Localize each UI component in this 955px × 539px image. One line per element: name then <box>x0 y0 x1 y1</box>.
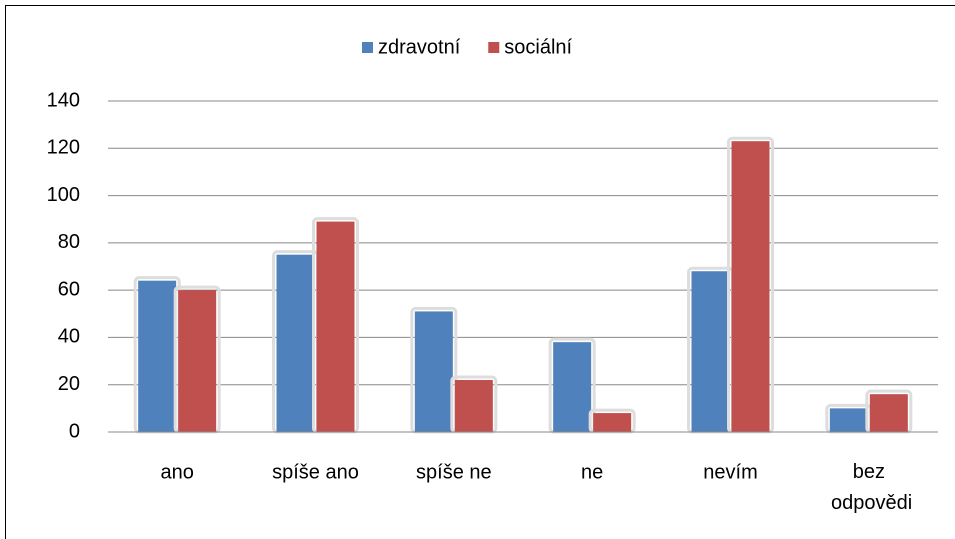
legend-swatch <box>488 42 500 53</box>
y-tick-label: 60 <box>58 278 80 300</box>
bar <box>414 311 453 432</box>
bar <box>593 413 632 432</box>
legend-label: zdravotní <box>378 36 461 58</box>
y-tick-label: 120 <box>47 137 80 159</box>
y-tick-label: 40 <box>58 326 80 348</box>
x-tick-label: ne <box>581 461 603 483</box>
y-tick-label: 0 <box>69 420 80 442</box>
x-tick-label: spíše ne <box>416 461 492 483</box>
bar <box>454 379 493 432</box>
x-tick-label: spíše ano <box>272 461 359 483</box>
bar <box>316 221 355 432</box>
y-tick-label: 80 <box>58 231 80 253</box>
x-tick-label: nevím <box>703 461 757 483</box>
bar <box>178 290 217 432</box>
y-tick-label: 140 <box>47 89 80 111</box>
legend-label: sociální <box>504 36 572 58</box>
x-tick-label: ano <box>160 461 193 483</box>
bar <box>731 141 770 432</box>
bar <box>691 271 730 432</box>
bar <box>276 254 315 432</box>
chart-frame <box>5 5 955 539</box>
x-tick-label: bez odpovědi <box>825 461 912 514</box>
legend-swatch <box>362 42 373 53</box>
bar <box>829 408 868 432</box>
y-tick-label: 100 <box>47 184 80 206</box>
y-tick-label: 20 <box>58 373 80 395</box>
bar <box>869 394 908 432</box>
bar <box>138 280 177 432</box>
bar <box>553 342 592 432</box>
